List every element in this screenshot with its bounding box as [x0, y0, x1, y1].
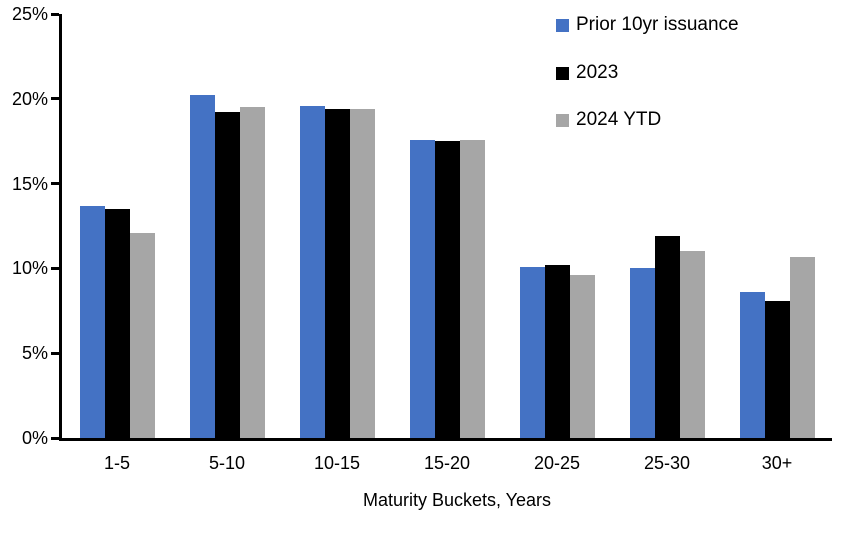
legend-item: Prior 10yr issuance	[556, 13, 739, 37]
bar	[189, 95, 215, 438]
bar-group	[62, 14, 172, 438]
bar-group	[172, 14, 282, 438]
bar	[679, 251, 705, 438]
x-category-label: 10-15	[313, 453, 361, 473]
x-category-label: 30+	[761, 453, 793, 473]
bar	[239, 107, 265, 438]
bar	[434, 141, 460, 438]
y-tick-mark	[51, 351, 59, 355]
bar	[459, 139, 485, 438]
bar-group	[282, 14, 392, 438]
bar	[629, 268, 655, 438]
x-category-label: 25-30	[643, 453, 691, 473]
bar	[789, 256, 815, 438]
y-tick-label: 10%	[11, 258, 48, 279]
bar	[764, 300, 790, 438]
y-tick-mark	[51, 12, 59, 16]
legend-label: Prior 10yr issuance	[576, 14, 739, 35]
x-category-label: 15-20	[423, 453, 471, 473]
bar-group	[392, 14, 502, 438]
y-tick-label: 0%	[21, 428, 48, 448]
bar	[409, 139, 435, 438]
y-tick-mark	[51, 436, 59, 440]
bar	[569, 275, 595, 438]
plot-area	[59, 14, 832, 441]
bar-group	[502, 14, 612, 438]
bar	[654, 236, 680, 438]
x-axis-title: Maturity Buckets, Years	[362, 490, 552, 510]
bar	[739, 292, 765, 438]
legend-label: 2023	[576, 62, 619, 83]
bar	[104, 209, 130, 438]
y-tick-label: 15%	[11, 173, 48, 194]
bar	[129, 232, 155, 438]
bar	[214, 112, 240, 438]
bar	[79, 205, 105, 438]
bar	[519, 266, 545, 438]
legend-marker	[556, 18, 569, 32]
y-tick-mark	[51, 97, 59, 101]
y-tick-label: 20%	[11, 88, 48, 109]
y-tick-mark	[51, 266, 59, 270]
legend-marker	[556, 113, 569, 127]
y-tick-mark	[51, 182, 59, 186]
legend-item: 2024 YTD	[556, 108, 661, 132]
y-tick-label: 5%	[21, 343, 48, 364]
y-tick-label: 25%	[11, 4, 48, 24]
legend-item: 2023	[556, 61, 618, 85]
bar-group	[612, 14, 722, 438]
x-category-label: 1-5	[103, 453, 130, 473]
bar	[349, 108, 375, 438]
bar	[299, 105, 325, 438]
legend-marker	[556, 66, 569, 80]
x-category-label: 5-10	[208, 453, 246, 473]
legend-label: 2024 YTD	[576, 109, 662, 130]
bar	[544, 265, 570, 438]
bar	[324, 108, 350, 438]
x-category-label: 20-25	[533, 453, 581, 473]
bar-group	[722, 14, 832, 438]
